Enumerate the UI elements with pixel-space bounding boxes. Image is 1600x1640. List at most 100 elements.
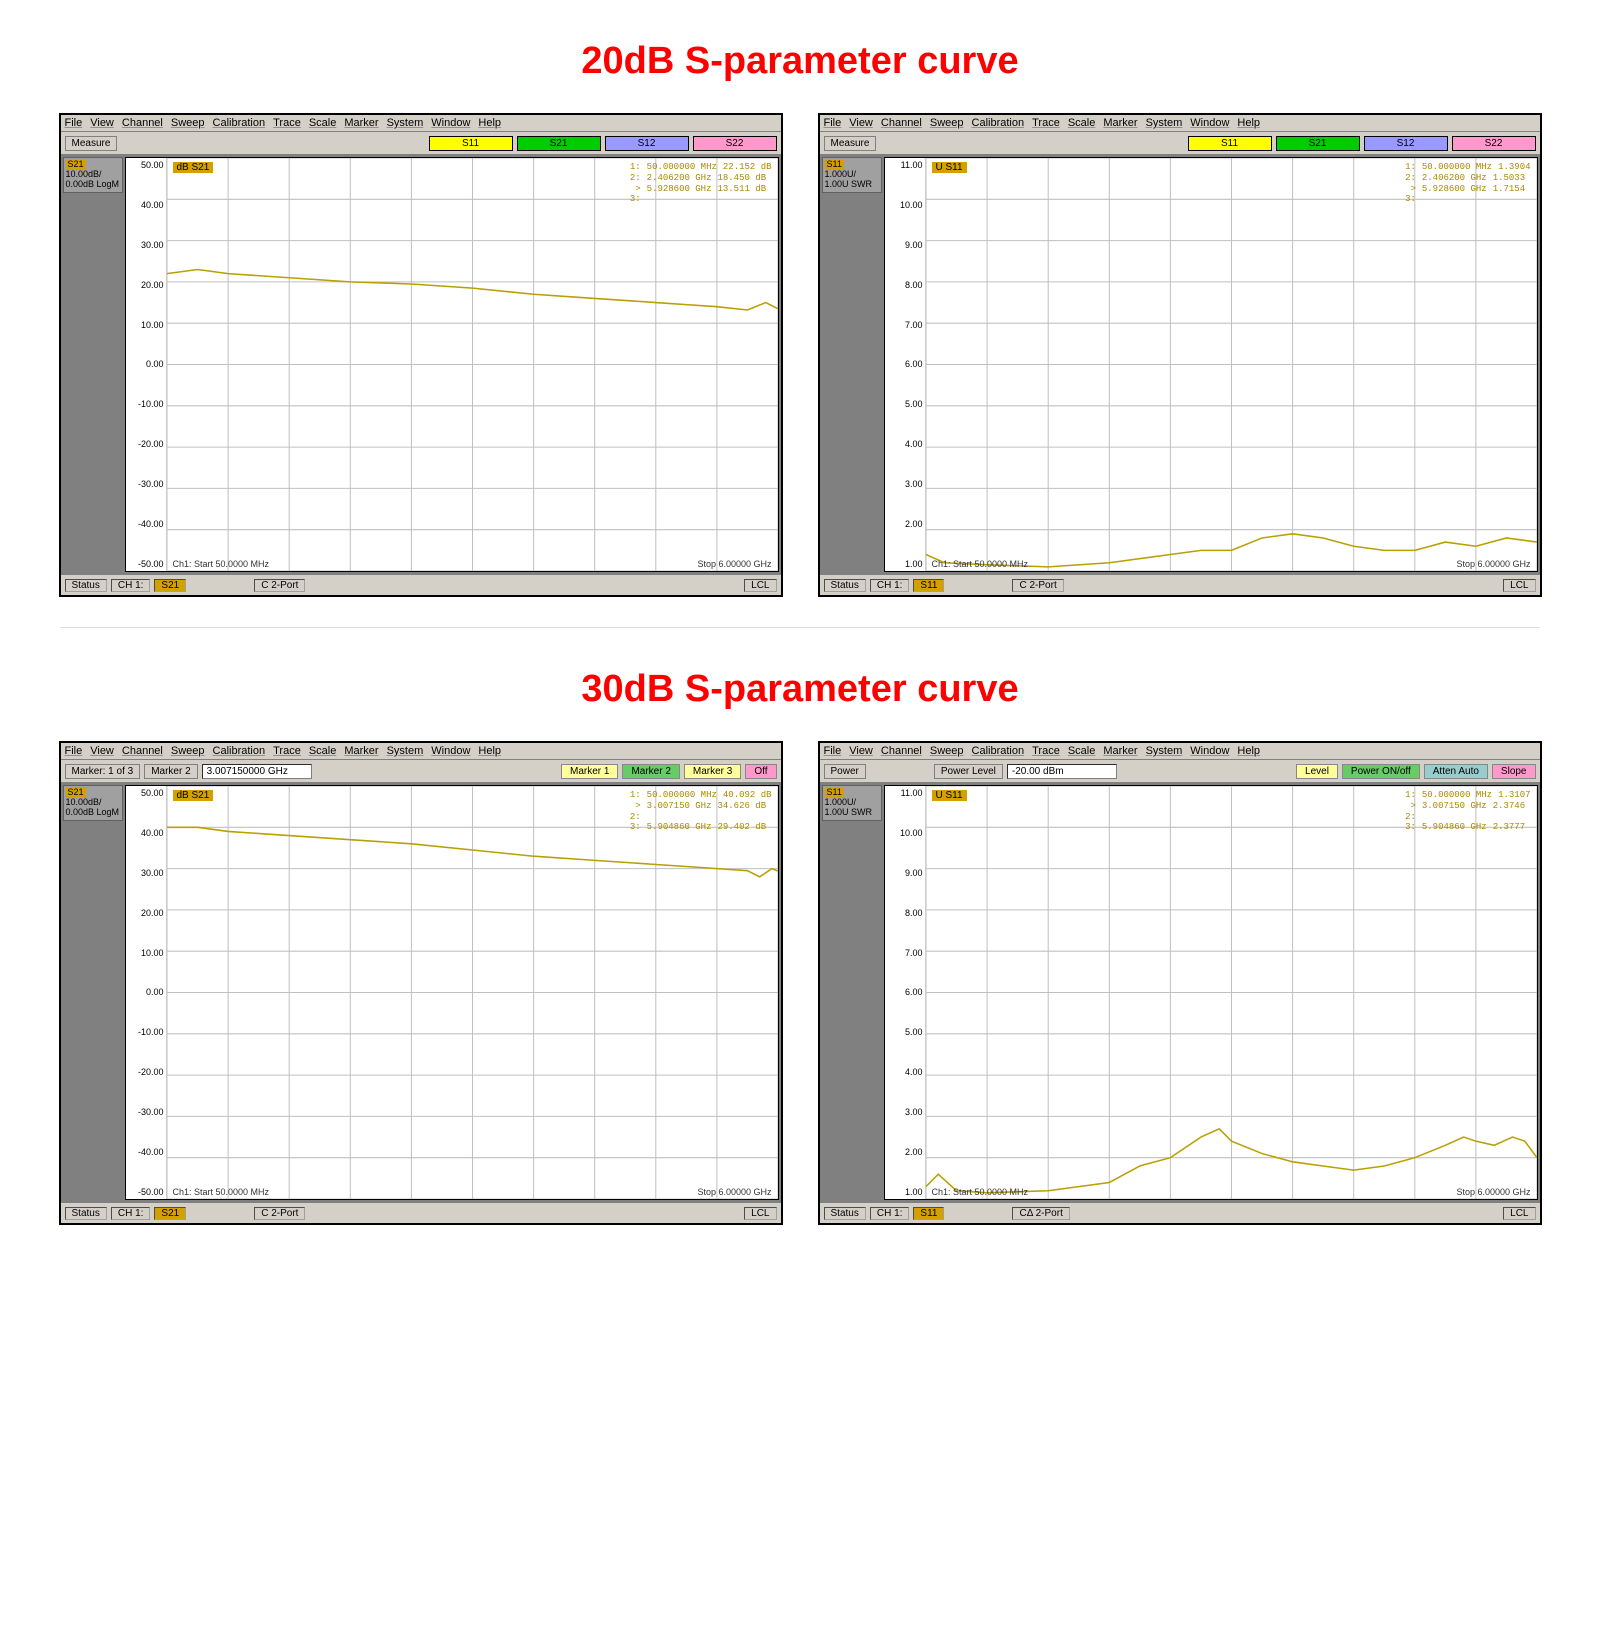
power-level-input[interactable]: -20.00 dBm [1007,764,1117,779]
power-button-0[interactable]: Level [1296,764,1338,779]
trace-info-box[interactable]: S111.000U/1.00U SWR [822,785,882,821]
plot-area[interactable]: dB S211:50.000000 MHz22.152 dB2:2.406200… [167,158,778,571]
menu-item-file[interactable]: File [824,117,842,129]
sparam-button-s21[interactable]: S21 [1276,136,1360,151]
menu-item-trace[interactable]: Trace [273,117,301,129]
status-channel: CH 1: [111,579,151,592]
menu-item-system[interactable]: System [387,117,424,129]
menubar[interactable]: File View Channel Sweep Calibration Trace Scal… [61,115,781,132]
sparam-button-s22[interactable]: S22 [693,136,777,151]
menu-item-file[interactable]: File [824,745,842,757]
menu-item-sweep[interactable]: Sweep [171,745,205,757]
menu-item-scale[interactable]: Scale [309,745,337,757]
menu-item-view[interactable]: View [90,117,114,129]
status-trace: S21 [154,579,186,592]
main-area: S2110.00dB/0.00dB LogM50.0040.0030.0020.… [61,783,781,1202]
sparam-button-s21[interactable]: S21 [517,136,601,151]
menu-item-calibration[interactable]: Calibration [213,745,266,757]
toolbar-label: Measure [65,136,118,151]
menubar[interactable]: File View Channel Sweep Calibration Trace Scal… [820,743,1540,760]
menu-item-marker[interactable]: Marker [344,745,378,757]
menubar[interactable]: File View Channel Sweep Calibration Trace Scal… [61,743,781,760]
menu-item-channel[interactable]: Channel [881,745,922,757]
menu-item-sweep[interactable]: Sweep [930,117,964,129]
power-button-3[interactable]: Slope [1492,764,1536,779]
trace-info-box[interactable]: S111.000U/1.00U SWR [822,157,882,193]
status-channel: CH 1: [870,579,910,592]
menu-item-sweep[interactable]: Sweep [171,117,205,129]
y-tick-label: 0.00 [128,359,164,369]
menu-item-trace[interactable]: Trace [1032,745,1060,757]
sparam-button-s11[interactable]: S11 [1188,136,1272,151]
menu-item-help[interactable]: Help [1237,117,1260,129]
menu-item-calibration[interactable]: Calibration [972,745,1025,757]
menu-item-window[interactable]: Window [431,117,470,129]
y-tick-label: 2.00 [887,1147,923,1157]
marker-freq-input[interactable]: 3.007150000 GHz [202,764,312,779]
menu-item-scale[interactable]: Scale [309,117,337,129]
marker-button-0[interactable]: Marker 1 [561,764,618,779]
menu-item-system[interactable]: System [1146,117,1183,129]
menu-item-calibration[interactable]: Calibration [213,117,266,129]
plot-area[interactable]: U S111:50.000000 MHz1.3107> 2:3.007150 G… [926,786,1537,1199]
plot-container: 11.0010.009.008.007.006.005.004.003.002.… [884,785,1538,1200]
menu-item-system[interactable]: System [387,745,424,757]
marker-readout-row: 1:50.000000 MHz1.3904 [1396,162,1531,173]
y-tick-label: 3.00 [887,479,923,489]
sparam-button-s12[interactable]: S12 [605,136,689,151]
menu-item-file[interactable]: File [65,117,83,129]
menu-item-sweep[interactable]: Sweep [930,745,964,757]
status-trace: S21 [154,1207,186,1220]
power-button-2[interactable]: Atten Auto [1424,764,1488,779]
menu-item-help[interactable]: Help [1237,745,1260,757]
left-panel: S111.000U/1.00U SWR [820,783,884,1202]
sparam-button-s11[interactable]: S11 [429,136,513,151]
marker-readout: 1:50.000000 MHz1.39042:2.406200 GHz1.503… [1396,162,1531,205]
sparam-button-s12[interactable]: S12 [1364,136,1448,151]
menu-item-view[interactable]: View [849,117,873,129]
trace-info-box[interactable]: S2110.00dB/0.00dB LogM [63,785,123,821]
x-axis-footer: Ch1: Start 50.0000 MHzStop 6.00000 GHz [173,1187,772,1197]
menu-item-view[interactable]: View [90,745,114,757]
menu-item-view[interactable]: View [849,745,873,757]
menu-item-channel[interactable]: Channel [122,117,163,129]
y-tick-label: 30.00 [128,868,164,878]
marker-readout-row: 1:50.000000 MHz22.152 dB [621,162,772,173]
marker-button-2[interactable]: Marker 3 [684,764,741,779]
menu-item-window[interactable]: Window [1190,745,1229,757]
menu-item-marker[interactable]: Marker [344,117,378,129]
y-tick-label: 2.00 [887,519,923,529]
y-axis: 11.0010.009.008.007.006.005.004.003.002.… [885,786,926,1199]
y-tick-label: 50.00 [128,160,164,170]
plot-area[interactable]: U S111:50.000000 MHz1.39042:2.406200 GHz… [926,158,1537,571]
marker-readout: 1:50.000000 MHz40.092 dB> 2:3.007150 GHz… [621,790,772,833]
menu-item-help[interactable]: Help [478,117,501,129]
menu-item-marker[interactable]: Marker [1103,117,1137,129]
y-tick-label: 11.00 [887,160,923,170]
menu-item-window[interactable]: Window [1190,117,1229,129]
marker-readout-row: 2:2.406200 GHz18.450 dB [621,173,772,184]
menu-item-marker[interactable]: Marker [1103,745,1137,757]
trace-info-box[interactable]: S2110.00dB/0.00dB LogM [63,157,123,193]
menu-item-channel[interactable]: Channel [881,117,922,129]
y-tick-label: -20.00 [128,439,164,449]
menu-item-window[interactable]: Window [431,745,470,757]
menubar[interactable]: File View Channel Sweep Calibration Trace Scal… [820,115,1540,132]
y-tick-label: 1.00 [887,559,923,569]
power-button-1[interactable]: Power ON/off [1342,764,1420,779]
menu-item-channel[interactable]: Channel [122,745,163,757]
menu-item-file[interactable]: File [65,745,83,757]
sparam-button-s22[interactable]: S22 [1452,136,1536,151]
menu-item-system[interactable]: System [1146,745,1183,757]
y-tick-label: 6.00 [887,359,923,369]
status-lcl: LCL [1503,579,1535,592]
menu-item-scale[interactable]: Scale [1068,745,1096,757]
menu-item-trace[interactable]: Trace [1032,117,1060,129]
menu-item-scale[interactable]: Scale [1068,117,1096,129]
marker-button-3[interactable]: Off [745,764,776,779]
menu-item-trace[interactable]: Trace [273,745,301,757]
marker-button-1[interactable]: Marker 2 [622,764,679,779]
menu-item-help[interactable]: Help [478,745,501,757]
plot-area[interactable]: dB S211:50.000000 MHz40.092 dB> 2:3.0071… [167,786,778,1199]
menu-item-calibration[interactable]: Calibration [972,117,1025,129]
